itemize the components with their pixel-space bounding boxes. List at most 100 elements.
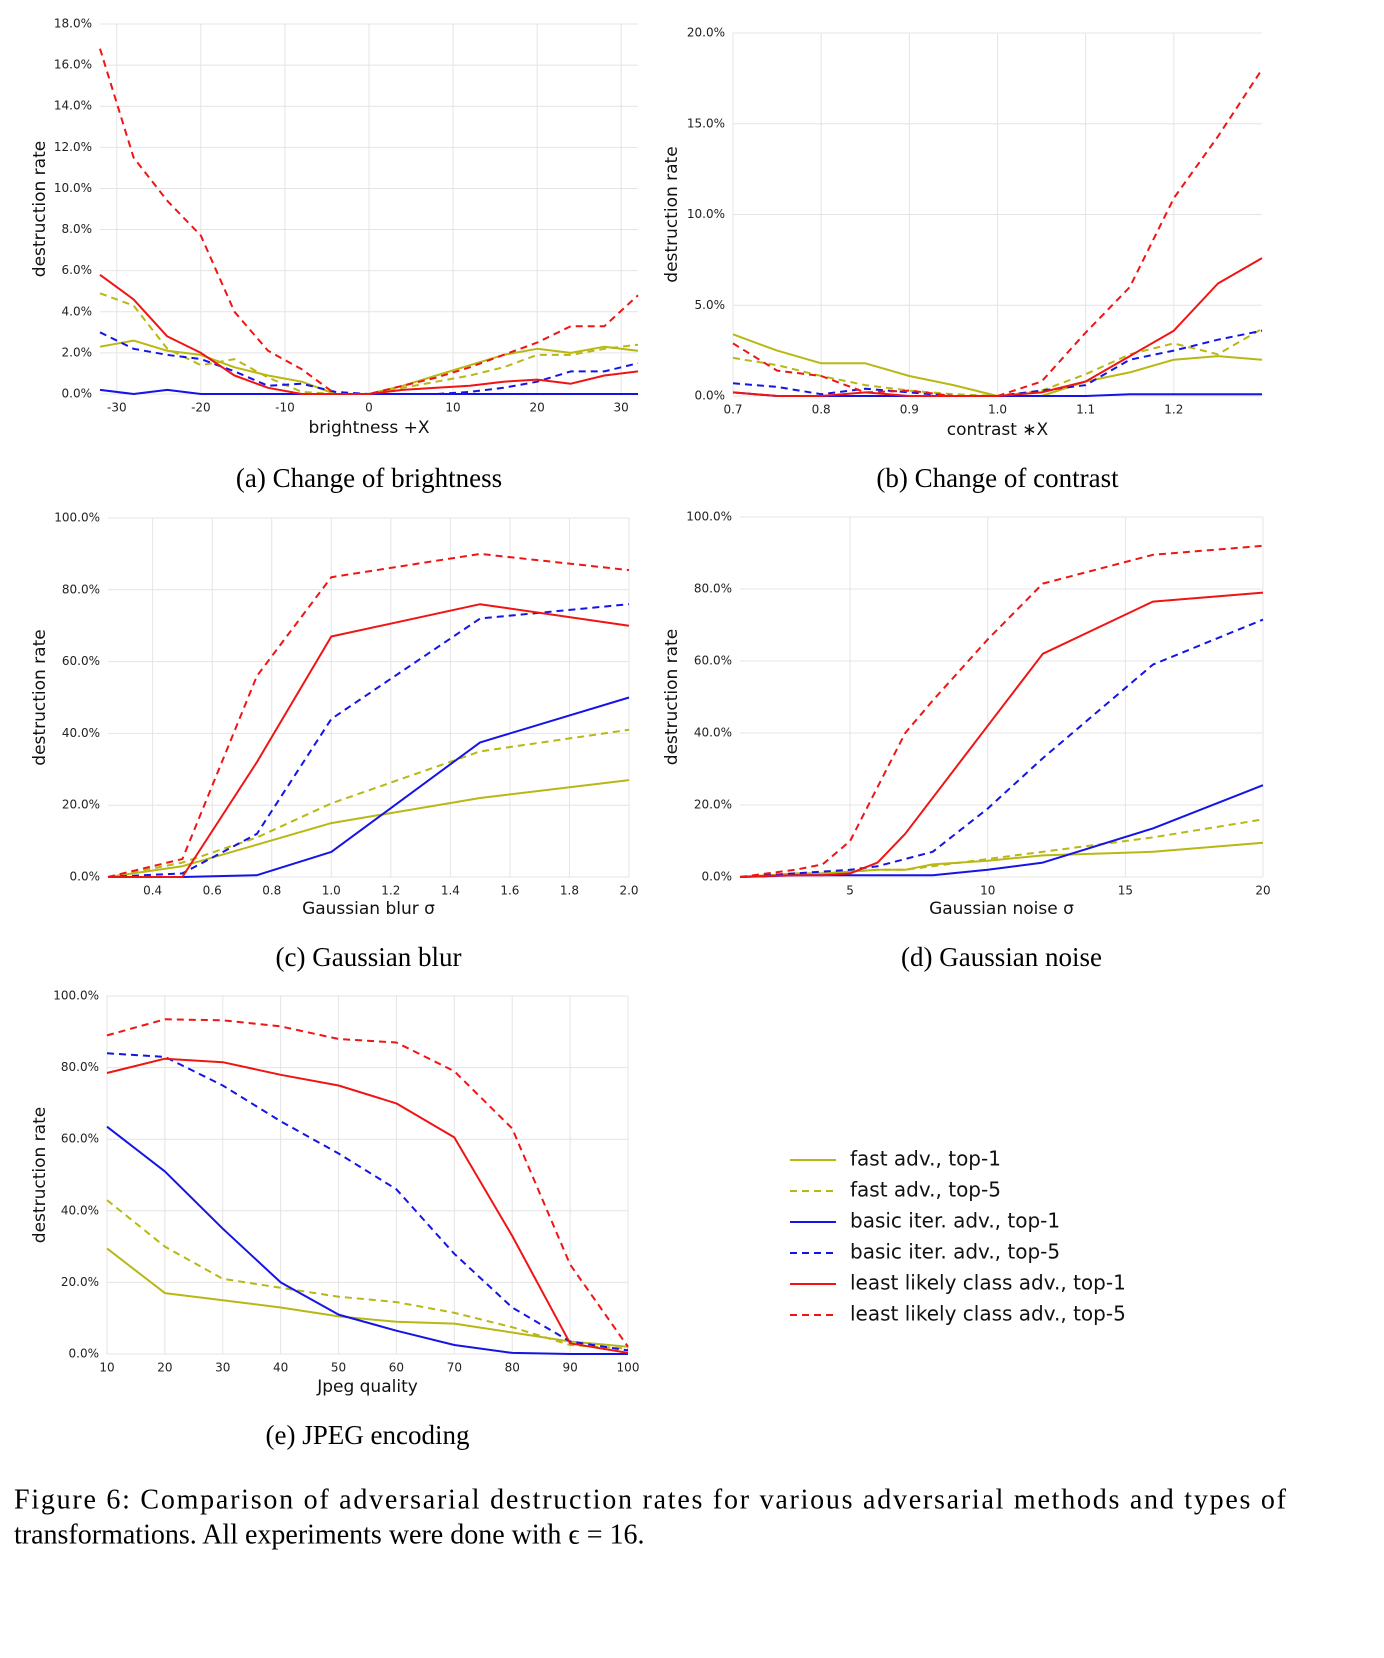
- x-tick-label: 1.4: [441, 884, 460, 898]
- x-tick-label: 20: [529, 401, 544, 415]
- y-tick-label: 40.0%: [694, 726, 732, 740]
- legend-label: basic iter. adv., top-5: [850, 1240, 1060, 1264]
- y-tick-label: 100.0%: [686, 510, 732, 524]
- y-tick-label: 2.0%: [62, 345, 93, 359]
- series-line: [107, 779, 630, 878]
- y-tick-label: 60.0%: [62, 654, 100, 668]
- series-line: [106, 1057, 629, 1354]
- x-tick-label: 10: [445, 401, 460, 415]
- y-tick-label: 15.0%: [687, 116, 725, 130]
- y-tick-label: 80.0%: [61, 1060, 99, 1074]
- series-line: [106, 1052, 629, 1352]
- legend-label: fast adv., top-5: [850, 1178, 1001, 1202]
- y-axis-label: destruction rate: [662, 146, 682, 282]
- y-tick-label: 0.0%: [70, 870, 101, 884]
- legend-label: least likely class adv., top-1: [850, 1271, 1126, 1295]
- x-tick-label: 0.6: [203, 884, 222, 898]
- x-tick-label: 2.0: [619, 884, 638, 898]
- x-tick-label: 40: [273, 1361, 288, 1375]
- y-tick-label: 100.0%: [53, 989, 99, 1003]
- series-line: [739, 591, 1264, 878]
- x-tick-label: 1.2: [1164, 403, 1183, 417]
- panel-caption: (b) Change of contrast: [876, 463, 1119, 493]
- y-tick-label: 20.0%: [61, 1275, 99, 1289]
- legend-label: least likely class adv., top-5: [850, 1302, 1126, 1326]
- x-tick-label: 30: [215, 1361, 230, 1375]
- x-tick-label: 30: [614, 401, 629, 415]
- y-tick-label: 10.0%: [54, 181, 92, 195]
- y-tick-label: 8.0%: [62, 222, 93, 236]
- y-tick-label: 80.0%: [694, 582, 732, 596]
- legend-label: basic iter. adv., top-1: [850, 1209, 1060, 1233]
- series-line: [99, 273, 639, 395]
- y-tick-label: 60.0%: [61, 1132, 99, 1146]
- y-axis-label: destruction rate: [30, 629, 50, 765]
- panel-caption: (d) Gaussian noise: [901, 942, 1102, 972]
- y-tick-label: 20.0%: [62, 798, 100, 812]
- y-axis-label: destruction rate: [30, 141, 50, 277]
- y-tick-label: 40.0%: [62, 726, 100, 740]
- y-tick-label: 20.0%: [694, 798, 732, 812]
- y-tick-label: 40.0%: [61, 1203, 99, 1217]
- y-tick-label: 100.0%: [54, 511, 100, 525]
- x-tick-label: 0.9: [900, 403, 919, 417]
- x-tick-label: 1.1: [1076, 403, 1095, 417]
- x-tick-label: 0.4: [143, 884, 162, 898]
- x-axis-label: Gaussian blur σ: [302, 899, 435, 919]
- x-tick-label: 20: [157, 1361, 172, 1375]
- x-tick-label: 70: [447, 1361, 462, 1375]
- x-tick-label: 1.2: [381, 884, 400, 898]
- series-line: [106, 1199, 629, 1350]
- x-tick-label: 60: [389, 1361, 404, 1375]
- panel-caption: (a) Change of brightness: [236, 463, 502, 493]
- y-tick-label: 0.0%: [702, 870, 733, 884]
- series-line: [99, 48, 639, 395]
- x-tick-label: 1.0: [988, 403, 1007, 417]
- x-tick-label: 20: [1255, 884, 1270, 898]
- x-tick-label: -20: [191, 401, 211, 415]
- y-tick-label: 6.0%: [62, 263, 93, 277]
- y-tick-label: 14.0%: [54, 99, 92, 113]
- x-tick-label: 5: [846, 884, 854, 898]
- panel-caption: (c) Gaussian blur: [276, 942, 462, 972]
- x-tick-label: 0: [365, 401, 373, 415]
- x-tick-label: 15: [1118, 884, 1133, 898]
- series-line: [739, 784, 1264, 878]
- x-tick-label: 10: [980, 884, 995, 898]
- x-tick-label: 100: [617, 1361, 640, 1375]
- series-line: [107, 603, 630, 878]
- y-tick-label: 16.0%: [54, 58, 92, 72]
- series-line: [106, 1247, 629, 1348]
- x-tick-label: -10: [275, 401, 295, 415]
- x-axis-label: contrast ∗X: [947, 420, 1049, 440]
- panel-caption: (e) JPEG encoding: [266, 1420, 470, 1450]
- y-axis-label: destruction rate: [30, 1107, 50, 1243]
- series-line: [739, 618, 1264, 878]
- series-line: [732, 68, 1263, 397]
- figure-caption: Figure 6: Comparison of adversarial dest…: [14, 1484, 1287, 1515]
- y-tick-label: 60.0%: [694, 654, 732, 668]
- y-tick-label: 4.0%: [62, 304, 93, 318]
- y-axis-label: destruction rate: [662, 629, 682, 765]
- y-tick-label: 0.0%: [62, 387, 93, 401]
- x-tick-label: -30: [107, 401, 127, 415]
- series-line: [732, 257, 1263, 397]
- x-axis-label: Gaussian noise σ: [929, 899, 1074, 919]
- y-tick-label: 20.0%: [687, 26, 725, 40]
- y-tick-label: 5.0%: [695, 298, 726, 312]
- x-tick-label: 1.8: [560, 884, 579, 898]
- x-tick-label: 0.7: [723, 403, 742, 417]
- x-axis-label: brightness +X: [309, 418, 430, 438]
- y-tick-label: 0.0%: [695, 389, 726, 403]
- y-tick-label: 12.0%: [54, 140, 92, 154]
- x-tick-label: 80: [505, 1361, 520, 1375]
- x-tick-label: 10: [99, 1361, 114, 1375]
- y-tick-label: 80.0%: [62, 582, 100, 596]
- series-line: [739, 544, 1264, 878]
- series-line: [108, 603, 630, 878]
- x-tick-label: 0.8: [262, 884, 281, 898]
- y-tick-label: 10.0%: [687, 207, 725, 221]
- figure-caption: transformations. All experiments were do…: [14, 1519, 645, 1550]
- series-line: [107, 552, 630, 878]
